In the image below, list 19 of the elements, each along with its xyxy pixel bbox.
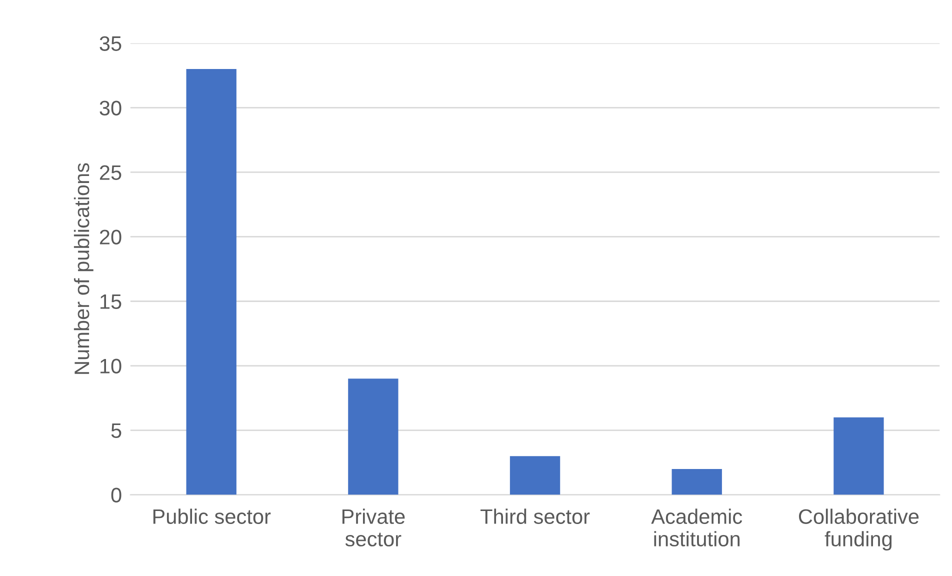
bar: [186, 69, 236, 495]
bar: [348, 378, 398, 495]
y-tick-label: 0: [111, 488, 122, 503]
y-tick-label: 15: [100, 294, 122, 309]
x-tick-label: Third sector: [480, 508, 590, 524]
y-tick-label: 20: [100, 230, 122, 244]
bar: [510, 456, 560, 495]
y-tick-label: 35: [100, 36, 122, 51]
x-tick-label: Private sector: [342, 508, 405, 546]
y-tick-label: 5: [111, 423, 122, 438]
x-tick-label: Collaborative funding: [798, 508, 919, 551]
y-tick-label: 25: [100, 165, 122, 180]
x-tick-label: Public sector: [153, 508, 271, 524]
bar: [834, 417, 884, 495]
y-axis-title: Number of publications: [74, 163, 94, 374]
y-tick-label: 30: [100, 100, 122, 116]
bar: [672, 468, 722, 495]
x-tick-label: Academic institution: [651, 508, 742, 546]
y-tick-label: 10: [100, 358, 122, 374]
